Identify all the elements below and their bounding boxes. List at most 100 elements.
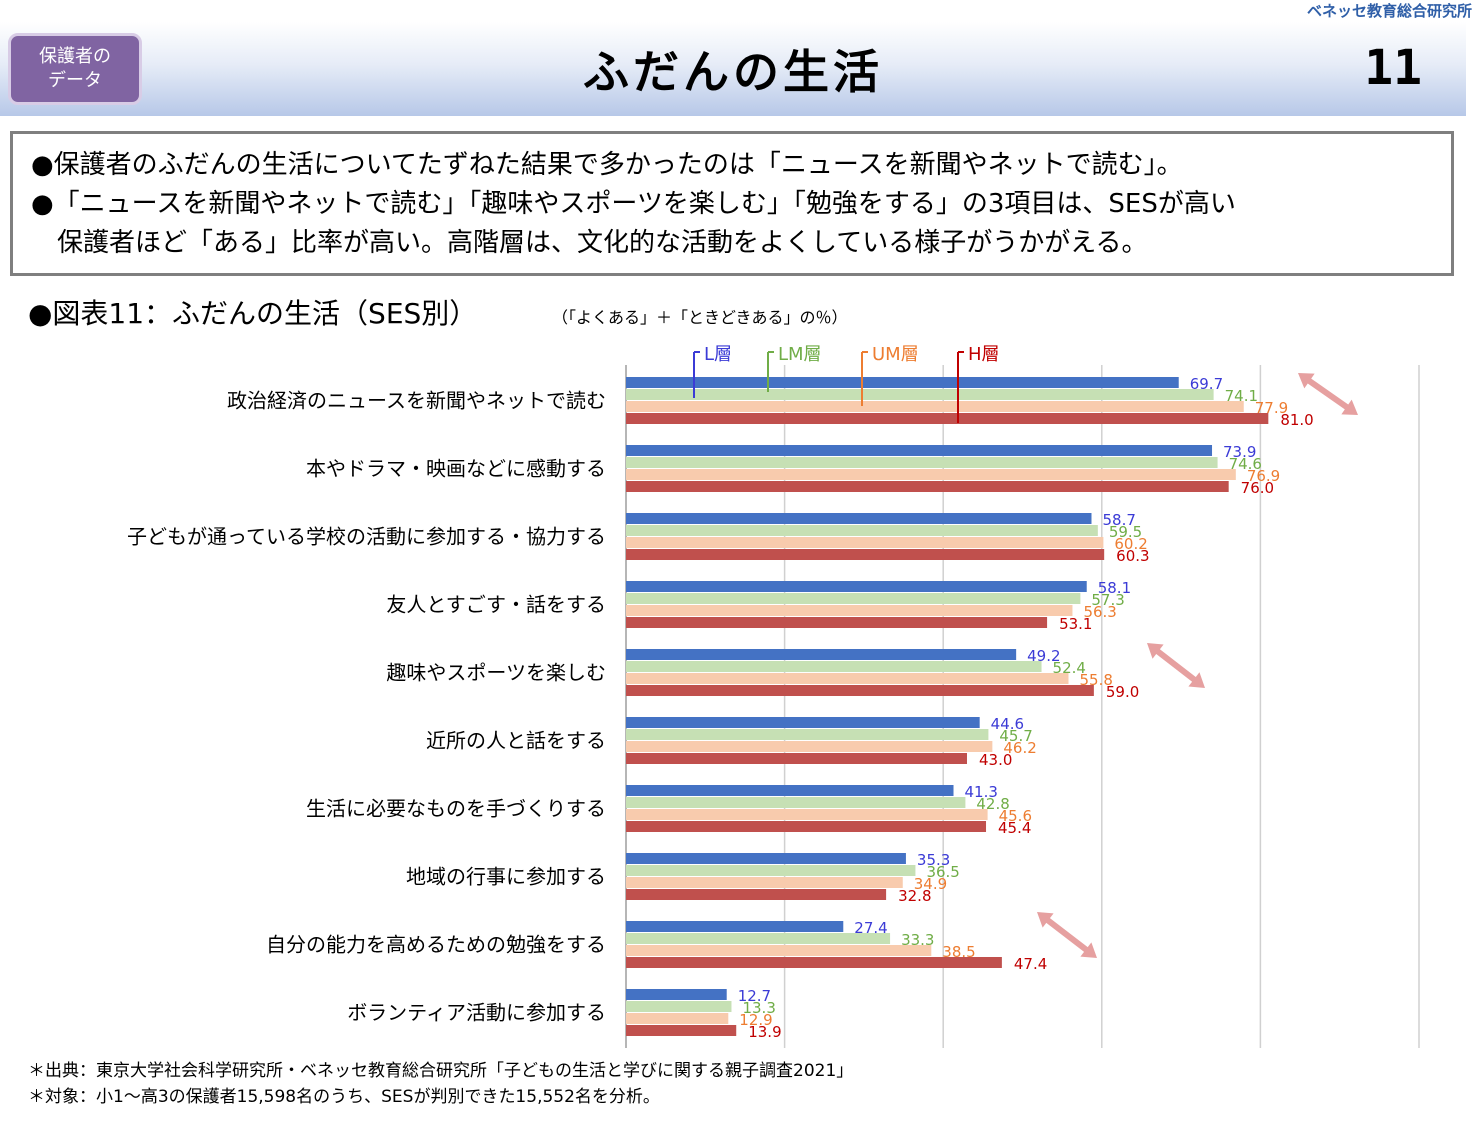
data-label: 13.9: [748, 1023, 781, 1041]
bar: [626, 617, 1048, 628]
data-label: 13.3: [742, 999, 775, 1017]
organization-name: ベネッセ教育総合研究所: [1306, 2, 1472, 20]
bar: [626, 853, 906, 864]
data-label: 43.0: [979, 751, 1012, 769]
bar: [626, 649, 1017, 660]
bar: [626, 581, 1087, 592]
source-note: ＊出典：東京大学社会科学研究所・ベネッセ教育総合研究所「子どもの生活と学びに関す…: [28, 1061, 854, 1081]
bar: [626, 537, 1104, 548]
category-label: 子どもが通っている学校の活動に参加する・協力する: [127, 524, 606, 549]
target-note: ＊対象：小1～高3の保護者15,598名のうち、SESが判別できた15,552名…: [28, 1087, 660, 1107]
data-label: 33.3: [901, 931, 934, 949]
bar: [626, 989, 727, 1000]
data-label: 74.6: [1229, 455, 1262, 473]
bar: [626, 549, 1105, 560]
figure-title: ●図表11：ふだんの生活（SES別）: [28, 297, 478, 330]
bar: [626, 921, 844, 932]
badge-line-2: データ: [48, 70, 102, 91]
summary-line-3: 保護者ほど「ある」比率が高い。高階層は、文化的な活動をよくしている様子がうかがえ…: [31, 228, 1148, 258]
data-label: 56.3: [1083, 603, 1116, 621]
category-label: 自分の能力を高めるための勉強をする: [266, 932, 606, 957]
bar: [626, 685, 1094, 696]
bar: [626, 1025, 737, 1036]
data-label: 47.4: [1014, 955, 1047, 973]
bar: [626, 821, 987, 832]
data-label: 32.8: [898, 887, 931, 905]
summary-line-2: ●「ニュースを新聞やネットで読む」「趣味やスポーツを楽しむ」「勉強をする」の3項…: [31, 189, 1236, 219]
category-label: ボランティア活動に参加する: [347, 1000, 606, 1025]
bar: [626, 809, 988, 820]
data-label: 77.9: [1255, 399, 1288, 417]
bar: [626, 797, 966, 808]
data-label: 42.8: [976, 795, 1009, 813]
data-label: 76.9: [1247, 467, 1280, 485]
data-label: 59.0: [1106, 683, 1139, 701]
data-label: 49.2: [1027, 647, 1060, 665]
bar: [626, 469, 1236, 480]
data-label: 57.3: [1091, 591, 1124, 609]
data-label: 36.5: [926, 863, 959, 881]
data-label: 27.4: [854, 919, 887, 937]
data-label: 12.9: [739, 1011, 772, 1029]
data-label: 41.3: [965, 783, 998, 801]
bar: [626, 413, 1269, 424]
data-label: 35.3: [917, 851, 950, 869]
bar: [626, 389, 1214, 400]
bar: [626, 673, 1069, 684]
double-arrow-icon: [1147, 643, 1205, 688]
data-label: 58.7: [1102, 511, 1135, 529]
bar: [626, 933, 891, 944]
data-label: 55.8: [1079, 671, 1112, 689]
data-label: 60.2: [1114, 535, 1147, 553]
category-label: 地域の行事に参加する: [406, 864, 606, 889]
data-label: 46.2: [1003, 739, 1036, 757]
data-label: 53.1: [1059, 615, 1092, 633]
data-label: 45.4: [998, 819, 1031, 837]
double-arrow-icon: [1298, 373, 1358, 415]
legend-label: UM層: [872, 344, 919, 365]
category-label: 趣味やスポーツを楽しむ: [386, 660, 606, 685]
bar: [626, 661, 1042, 672]
bar: [626, 785, 954, 796]
double-arrow-icon: [1037, 912, 1097, 958]
bar: [626, 729, 989, 740]
bar: [626, 445, 1213, 456]
bar: [626, 513, 1092, 524]
legend-label: LM層: [778, 344, 822, 365]
bar: [626, 877, 903, 888]
bar: [626, 525, 1098, 536]
category-label: 本やドラマ・映画などに感動する: [306, 456, 606, 481]
data-label: 12.7: [738, 987, 771, 1005]
bar: [626, 457, 1218, 468]
footnotes: ＊出典：東京大学社会科学研究所・ベネッセ教育総合研究所「子どもの生活と学びに関す…: [28, 1058, 853, 1110]
category-label: 近所の人と話をする: [426, 728, 606, 753]
bar: [626, 957, 1002, 968]
bar: [626, 401, 1244, 412]
data-label: 73.9: [1223, 443, 1256, 461]
summary-box: ●保護者のふだんの生活についてたずねた結果で多かったのは「ニュースを新聞やネット…: [10, 131, 1454, 276]
data-label: 69.7: [1190, 375, 1223, 393]
category-badge: 保護者の データ: [8, 33, 142, 105]
data-label: 74.1: [1225, 387, 1258, 405]
badge-line-1: 保護者の: [39, 46, 111, 67]
data-label: 59.5: [1109, 523, 1142, 541]
legend-label: H層: [968, 344, 1000, 365]
data-label: 34.9: [914, 875, 947, 893]
bar: [626, 593, 1081, 604]
bar: [626, 605, 1073, 616]
category-label: 友人とすごす・話をする: [386, 592, 606, 617]
data-label: 81.0: [1280, 411, 1313, 429]
bar: [626, 741, 993, 752]
bar: [626, 481, 1229, 492]
bar: [626, 865, 916, 876]
bar: [626, 1013, 729, 1024]
legend-label: L層: [704, 344, 732, 365]
header-band: [0, 22, 1466, 116]
bar: [626, 1001, 732, 1012]
data-label: 60.3: [1116, 547, 1149, 565]
data-label: 44.6: [991, 715, 1024, 733]
page-title: ふだんの生活: [583, 45, 883, 99]
category-label: 政治経済のニュースを新聞やネットで読む: [227, 388, 606, 413]
category-label: 生活に必要なものを手づくりする: [306, 796, 606, 821]
